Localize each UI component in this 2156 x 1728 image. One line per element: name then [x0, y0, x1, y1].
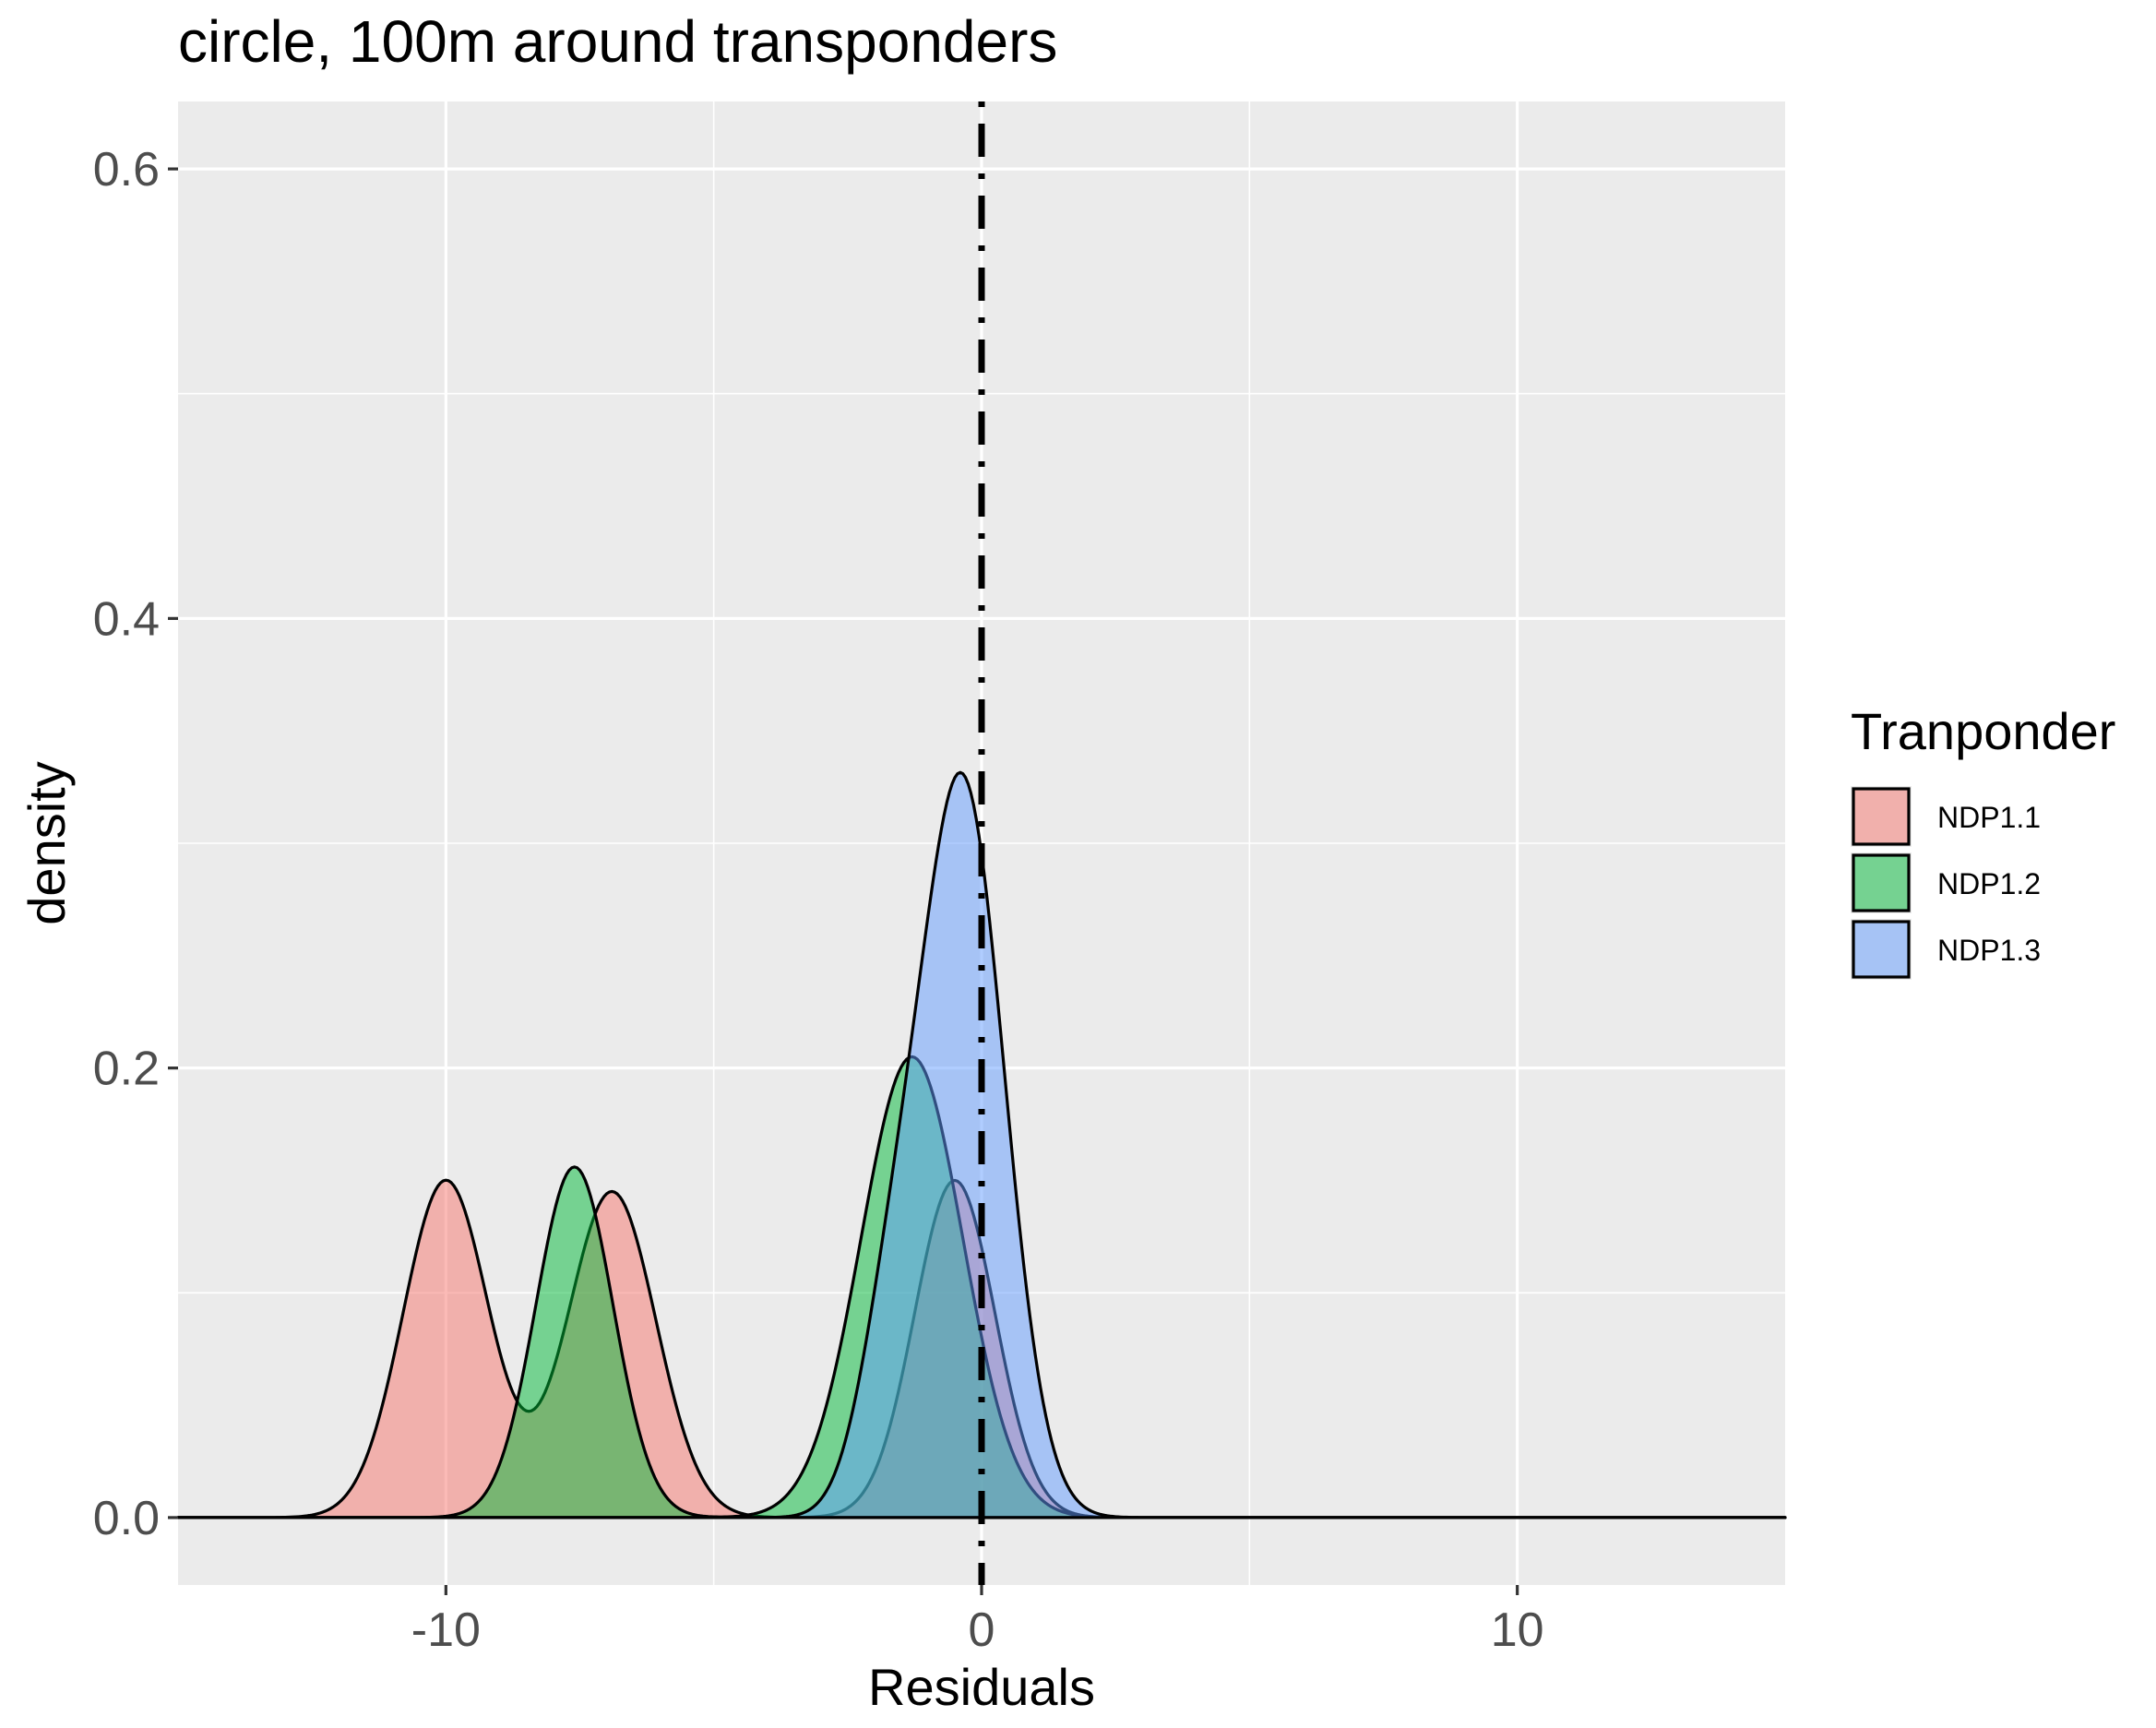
- legend-label: NDP1.1: [1937, 801, 2041, 834]
- y-tick-labels: 0.0 0.2 0.4 0.6: [93, 143, 160, 1545]
- legend-item-ndp1-1: NDP1.1: [1851, 786, 2041, 847]
- y-tick-label: 0.4: [93, 592, 160, 646]
- chart-title: circle, 100m around transponders: [178, 8, 1058, 75]
- legend: NDP1.1 NDP1.2 NDP1.3: [1851, 786, 2041, 980]
- y-axis-title: density: [18, 761, 76, 924]
- legend-swatch: [1852, 853, 1911, 912]
- y-tick-label: 0.0: [93, 1492, 160, 1545]
- legend-title: Tranponder: [1851, 702, 2115, 760]
- x-tick-label: 0: [969, 1603, 995, 1657]
- x-tick-labels: -10 0 10: [411, 1603, 1544, 1657]
- legend-label: NDP1.3: [1937, 934, 2041, 967]
- y-tick-label: 0.6: [93, 143, 160, 197]
- x-axis-title: Residuals: [868, 1658, 1095, 1716]
- y-tick-label: 0.2: [93, 1043, 160, 1096]
- legend-label: NDP1.2: [1937, 867, 2041, 900]
- legend-item-ndp1-3: NDP1.3: [1851, 919, 2041, 980]
- legend-swatch: [1852, 787, 1911, 846]
- legend-item-ndp1-2: NDP1.2: [1851, 852, 2041, 913]
- x-tick-label: 10: [1491, 1603, 1544, 1657]
- legend-swatch: [1852, 920, 1911, 979]
- axis-ticks: [168, 167, 1519, 1595]
- x-tick-label: -10: [411, 1603, 481, 1657]
